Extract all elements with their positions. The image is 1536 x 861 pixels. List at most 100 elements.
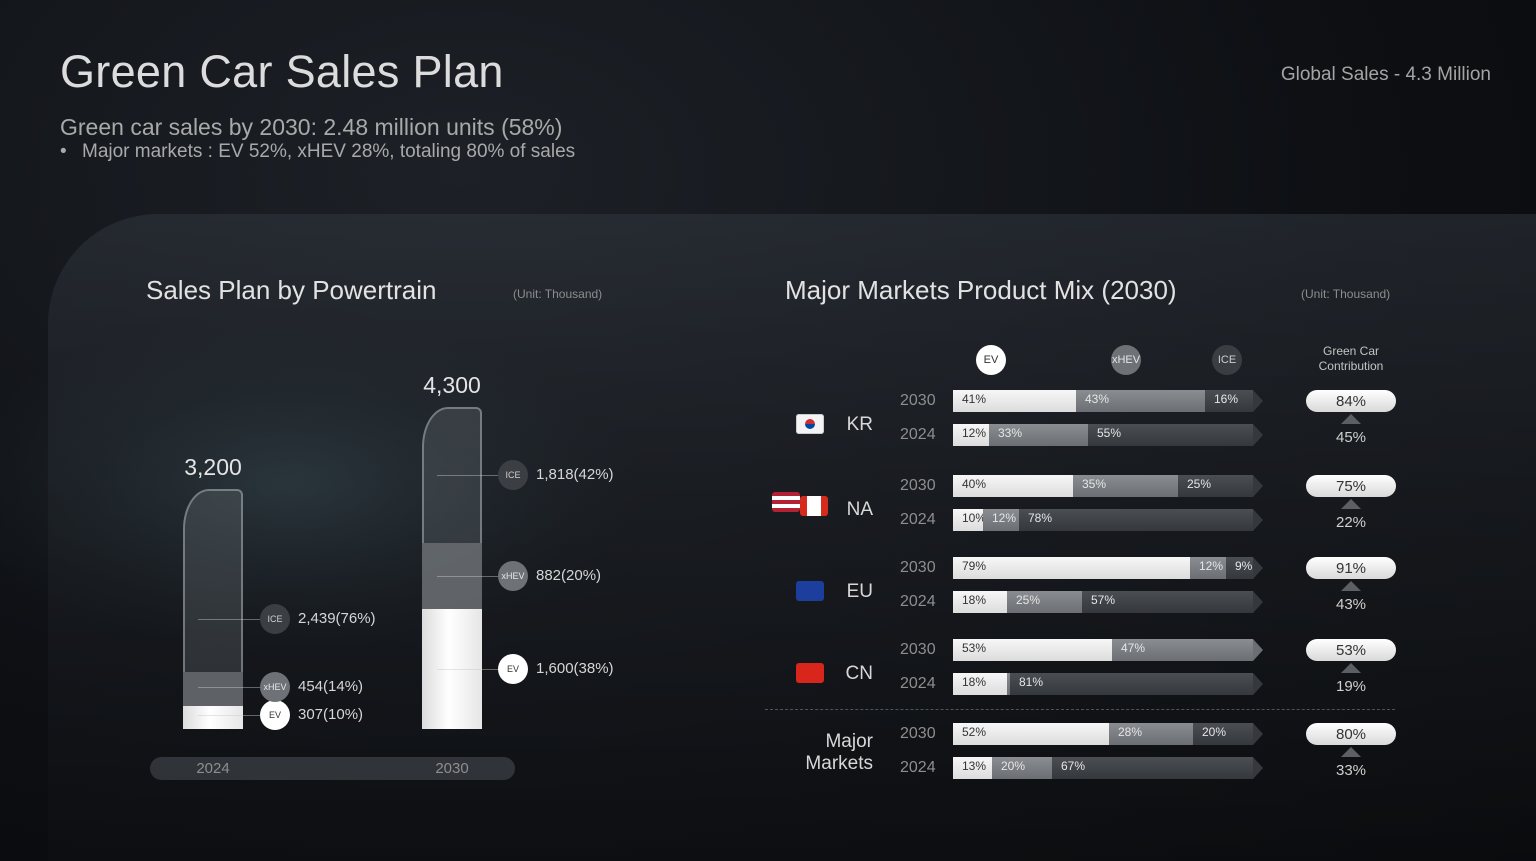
contribution-value-2024: 45%: [1335, 429, 1367, 446]
year-label-2030: 2030: [900, 559, 936, 576]
contribution-up-arrow-icon: [1341, 747, 1361, 757]
mix-value-label-ice: 20%: [1202, 725, 1227, 739]
mix-segment-ice: 25%: [1178, 475, 1253, 497]
year-label-2030: 2030: [900, 477, 936, 494]
flag-cn-icon: [796, 663, 824, 683]
x-axis-label-2030: 2030: [435, 760, 469, 777]
mix-value-label-xhev: 35%: [1082, 477, 1107, 491]
powertrain-stacked-bar-chart: 3,200 2024 EV 307(10%) xHEV 454(14%) ICE 2,439(…: [0, 0, 760, 861]
content-panel: [48, 214, 1536, 861]
legend-xhev-badge: xHEV: [1111, 345, 1141, 375]
mix-bar-eu-2030: 79% 12% 9%: [953, 557, 1253, 579]
mix-segment-ev: 53%: [953, 639, 1112, 661]
mix-value-label-ev: 53%: [962, 641, 987, 655]
mix-segment-ice: 67%: [1052, 757, 1253, 779]
bar-end-tip: [1253, 509, 1263, 531]
market-label-na: NA: [846, 499, 873, 520]
mix-segment-ice: 57%: [1082, 591, 1253, 613]
mix-segment-xhev: 25%: [1007, 591, 1082, 613]
year-label-2030: 2030: [900, 392, 936, 409]
green-car-contribution-header: Green Car Contribution: [1318, 344, 1384, 373]
mix-value-label-ice: 9%: [1235, 559, 1253, 573]
mix-segment-ice: 78%: [1019, 509, 1253, 531]
mix-value-label-ice: 25%: [1187, 477, 1212, 491]
segment-value-label-ice-2024: 2,439(76%): [298, 610, 376, 627]
contribution-value-2024: 19%: [1335, 678, 1367, 695]
mix-value-label-xhev: 47%: [1121, 641, 1146, 655]
mix-value-label-ev: 40%: [962, 477, 987, 491]
mix-bar-cn-2030: 53% 47%: [953, 639, 1253, 661]
xhev-badge-icon: xHEV: [498, 560, 528, 591]
leader-line: [198, 619, 260, 620]
mix-value-label-ev: 41%: [962, 392, 987, 406]
bar-end-tip: [1253, 723, 1263, 745]
global-sales-label: Global Sales - 4.3 Million: [1280, 64, 1491, 85]
year-label-2024: 2024: [900, 759, 936, 776]
bar-end-tip: [1253, 557, 1263, 579]
bar-end-tip: [1253, 475, 1263, 497]
mix-segment-xhev: 12%: [983, 509, 1019, 531]
bar-segment-ev-2024: [183, 705, 243, 729]
bar-segment-ev-2030: [422, 609, 482, 729]
bar-end-tip: [1253, 424, 1263, 446]
bullet-point: • Major markets : EV 52%, xHEV 28%, total…: [60, 141, 575, 163]
mix-bar-major-2024: 13% 20% 67%: [953, 757, 1253, 779]
mix-value-label-ice: 55%: [1097, 426, 1122, 440]
bar-segment-xhev-2024: [183, 671, 243, 706]
mix-segment-ev: 13%: [953, 757, 992, 779]
background-car-image: [0, 320, 640, 650]
mix-value-label-xhev: 28%: [1118, 725, 1143, 739]
mix-value-label-ice: 57%: [1091, 593, 1116, 607]
mix-value-label-xhev: 12%: [992, 511, 1017, 525]
mix-segment-ice: 9%: [1226, 557, 1253, 579]
mix-value-label-xhev: 43%: [1085, 392, 1110, 406]
bar-end-tip: [1253, 757, 1263, 779]
mix-segment-ev: 52%: [953, 723, 1109, 745]
mix-segment-ice: 16%: [1205, 390, 1253, 412]
segment-value-label-ev-2024: 307(10%): [298, 706, 364, 723]
mix-segment-xhev: 47%: [1112, 639, 1253, 661]
year-label-2024: 2024: [900, 511, 936, 528]
market-mix-chart-unit: (Unit: Thousand): [1301, 287, 1391, 301]
flag-eu-icon: [796, 581, 824, 601]
mix-bar-na-2024: 10% 12% 78%: [953, 509, 1253, 531]
mix-value-label-ev: 13%: [962, 759, 987, 773]
year-label-2030: 2030: [900, 641, 936, 658]
bar-total-label-2030: 4,300: [423, 371, 481, 398]
mix-value-label-xhev: 25%: [1016, 593, 1041, 607]
mix-value-label-ev: 52%: [962, 725, 987, 739]
mix-value-label-ice: 67%: [1061, 759, 1086, 773]
mix-segment-ev: 18%: [953, 591, 1007, 613]
year-label-2024: 2024: [900, 426, 936, 443]
bullet-text: Major markets : EV 52%, xHEV 28%, totali…: [82, 141, 576, 162]
flag-kr-icon: [796, 414, 824, 434]
bar-segment-ice-2024: [183, 489, 243, 672]
powertrain-chart-unit: (Unit: Thousand): [513, 287, 603, 301]
segment-value-label-ice-2030: 1,818(42%): [536, 465, 614, 483]
mix-segment-xhev: 35%: [1073, 475, 1178, 497]
mix-bar-na-2030: 40% 35% 25%: [953, 475, 1253, 497]
mix-segment-ice: 81%: [1010, 673, 1253, 695]
bullet-marker: •: [60, 141, 67, 162]
mix-value-label-ice: 81%: [1019, 675, 1044, 689]
market-mix-chart-title: Major Markets Product Mix (2030): [785, 275, 1177, 305]
mix-segment-xhev: 20%: [992, 757, 1052, 779]
leader-line: [437, 669, 498, 670]
leader-line: [437, 575, 498, 577]
bar-total-label-2024: 3,200: [184, 454, 242, 480]
mix-bar-cn-2024: 18%1%81%: [953, 673, 1253, 695]
market-label-major: Major Markets: [805, 731, 873, 774]
leader-line: [198, 715, 260, 716]
contribution-up-arrow-icon: [1341, 581, 1361, 591]
bar-end-tip: [1253, 673, 1263, 695]
mix-value-label-xhev: 20%: [1001, 759, 1026, 773]
mix-segment-ev: 18%: [953, 673, 1007, 695]
flag-us-icon: [772, 492, 800, 512]
mix-value-label-ice: 16%: [1214, 392, 1239, 406]
bar-segment-ice-2030: [422, 406, 482, 543]
mix-segment-ev: 40%: [953, 475, 1073, 497]
flag-kr-taeguk: [805, 419, 815, 429]
contribution-pill-2030: 91%: [1306, 557, 1396, 579]
ice-badge-icon: ICE: [498, 459, 528, 490]
